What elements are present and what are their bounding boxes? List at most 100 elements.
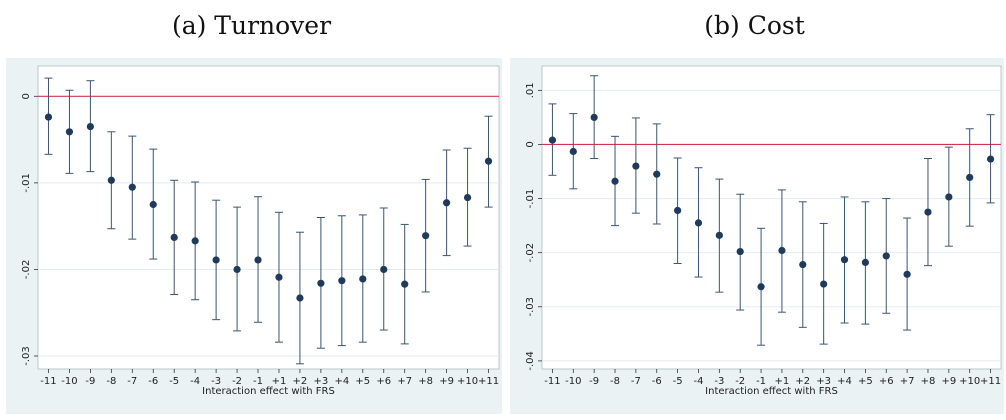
- x-tick-label: +11: [478, 376, 499, 387]
- plot-area: [541, 65, 1002, 370]
- x-tick-label: -9: [85, 376, 95, 387]
- x-tick-label: -2: [232, 376, 242, 387]
- data-point: [128, 183, 136, 191]
- x-tick-label: +3: [816, 376, 831, 387]
- y-tick-label: .01: [525, 82, 536, 98]
- x-tick-label: +3: [314, 376, 329, 387]
- y-tick-label: -.01: [525, 189, 536, 209]
- x-tick-label: -4: [693, 376, 703, 387]
- data-point: [401, 280, 409, 288]
- data-point: [254, 256, 262, 264]
- x-tick-label: +1: [272, 376, 287, 387]
- data-point: [840, 256, 849, 264]
- x-tick-label: -5: [673, 376, 683, 387]
- data-point: [170, 233, 178, 242]
- x-tick-label: +9: [439, 376, 454, 387]
- y-tick-label: -.03: [525, 297, 536, 317]
- x-tick-label: -3: [211, 376, 221, 387]
- data-point: [86, 123, 94, 131]
- y-tick-label: 0: [21, 93, 32, 99]
- data-point: [422, 232, 430, 240]
- data-point: [882, 252, 890, 260]
- data-point: [674, 206, 682, 215]
- data-point: [966, 173, 974, 182]
- data-point: [757, 283, 765, 291]
- x-axis-title: Interaction effect with FRS: [202, 386, 335, 397]
- x-tick-label: -8: [106, 376, 116, 387]
- x-tick-label: -7: [631, 376, 641, 387]
- data-point: [736, 247, 744, 256]
- data-point: [65, 128, 74, 136]
- x-tick-label: +10: [457, 376, 478, 387]
- data-point: [149, 200, 157, 209]
- x-tick-label: -1: [253, 376, 263, 387]
- data-point: [715, 231, 723, 239]
- data-point: [820, 280, 828, 288]
- data-point: [275, 273, 283, 281]
- x-tick-label: -2: [735, 376, 745, 387]
- data-point: [191, 237, 199, 245]
- data-point: [569, 147, 577, 156]
- data-point: [945, 193, 953, 201]
- x-axis-title: Interaction effect with FRS: [705, 386, 838, 397]
- x-tick-label: -3: [714, 376, 724, 387]
- x-tick-label: +7: [397, 376, 412, 387]
- x-tick-label: -6: [148, 376, 158, 387]
- y-tick-label: -.02: [525, 243, 536, 263]
- x-tick-label: +5: [858, 376, 873, 387]
- data-point: [212, 256, 220, 264]
- data-point: [986, 155, 995, 163]
- data-point: [233, 265, 241, 274]
- x-tick-label: +6: [879, 376, 894, 387]
- x-tick-label: +7: [900, 376, 915, 387]
- data-point: [44, 113, 53, 121]
- data-point: [903, 270, 911, 278]
- x-tick-label: -10: [565, 376, 581, 387]
- x-tick-label: +9: [941, 376, 956, 387]
- x-tick-label: +6: [376, 376, 391, 387]
- turnover-chart: 0 -.01 -.02 -.03 -11 -10 -9 -8 -7 -6 -5 -4 -3 -2 -1 +1 +…: [6, 58, 502, 414]
- data-point: [484, 157, 493, 165]
- x-tick-label: +8: [921, 376, 936, 387]
- x-tick-label: -9: [589, 376, 599, 387]
- data-point: [590, 113, 598, 122]
- data-point: [463, 193, 472, 202]
- x-tick-label: +4: [334, 376, 349, 387]
- x-tick-label: -11: [40, 376, 56, 387]
- data-point: [924, 208, 932, 216]
- x-tick-label: +2: [293, 376, 308, 387]
- data-point: [443, 199, 451, 207]
- x-tick-label: +2: [795, 376, 810, 387]
- x-tick-label: +5: [355, 376, 370, 387]
- data-point: [548, 136, 557, 144]
- x-tick-label: -8: [610, 376, 620, 387]
- plot-area: [37, 65, 500, 370]
- y-tick-label: -.04: [525, 351, 536, 371]
- y-tick-label: 0: [525, 141, 536, 147]
- x-tick-label: -11: [544, 376, 560, 387]
- cost-chart: .01 0 -.01 -.02 -.03 -.04 -11 -10 -9 -8 -7 -6 -5 -4 -3…: [510, 58, 1004, 414]
- panel-title-cost: (b) Cost: [704, 11, 805, 40]
- x-tick-label: -5: [169, 376, 179, 387]
- y-tick-label: -.01: [21, 173, 32, 193]
- x-tick-label: -10: [61, 376, 77, 387]
- data-point: [694, 219, 703, 227]
- data-point: [861, 258, 869, 267]
- x-tick-label: +4: [837, 376, 852, 387]
- data-point: [338, 277, 346, 285]
- x-tick-label: -1: [756, 376, 766, 387]
- x-tick-label: -6: [652, 376, 662, 387]
- x-tick-label: -4: [190, 376, 200, 387]
- data-point: [778, 246, 786, 255]
- data-point: [611, 177, 619, 185]
- x-tick-label: +8: [418, 376, 433, 387]
- x-tick-label: +10: [959, 376, 980, 387]
- data-point: [107, 176, 115, 184]
- panel-title-turnover: (a) Turnover: [171, 11, 332, 40]
- data-point: [359, 275, 367, 283]
- data-point: [296, 294, 304, 302]
- y-tick-label: -.02: [21, 260, 32, 280]
- x-tick-label: -7: [127, 376, 137, 387]
- data-point: [380, 265, 388, 274]
- y-tick-label: -.03: [21, 346, 32, 366]
